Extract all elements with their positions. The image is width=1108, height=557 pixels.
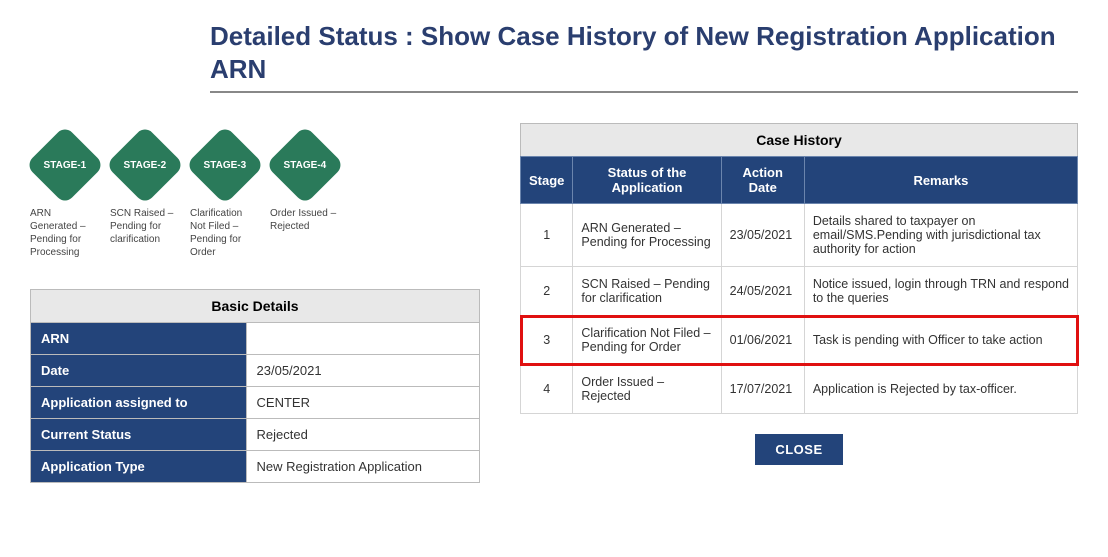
title-divider (210, 91, 1078, 93)
table-row: Application assigned to CENTER (31, 387, 480, 419)
basic-label-status: Current Status (31, 419, 247, 451)
content-wrapper: STAGE-1 ARN Generated – Pending for Proc… (30, 123, 1078, 483)
cell-date: 24/05/2021 (721, 267, 804, 316)
table-row: 4 Order Issued – Rejected 17/07/2021 App… (521, 365, 1078, 414)
cell-stage: 1 (521, 204, 573, 267)
col-status: Status of the Application (573, 157, 721, 204)
cell-status: ARN Generated – Pending for Processing (573, 204, 721, 267)
basic-value-status: Rejected (246, 419, 479, 451)
case-history-table: Case History Stage Status of the Applica… (520, 123, 1078, 414)
basic-value-arn (246, 323, 479, 355)
cell-status: Clarification Not Filed – Pending for Or… (573, 316, 721, 365)
stage-badge-4: STAGE-4 (265, 125, 344, 204)
cell-stage: 4 (521, 365, 573, 414)
stage-item-2: STAGE-2 SCN Raised – Pending for clarifi… (105, 123, 185, 259)
table-row: Current Status Rejected (31, 419, 480, 451)
case-history-caption: Case History (520, 123, 1078, 156)
basic-value-assigned: CENTER (246, 387, 479, 419)
basic-label-assigned: Application assigned to (31, 387, 247, 419)
stage-badge-2: STAGE-2 (105, 125, 184, 204)
stage-item-4: STAGE-4 Order Issued – Rejected (265, 123, 345, 259)
stage-item-3: STAGE-3 Clarification Not Filed – Pendin… (185, 123, 265, 259)
page-title: Detailed Status : Show Case History of N… (210, 20, 1078, 85)
cell-date: 17/07/2021 (721, 365, 804, 414)
cell-date: 23/05/2021 (721, 204, 804, 267)
col-stage: Stage (521, 157, 573, 204)
cell-stage: 3 (521, 316, 573, 365)
stage-badge-4-label: STAGE-4 (284, 159, 327, 170)
table-row-highlighted: 3 Clarification Not Filed – Pending for … (521, 316, 1078, 365)
cell-remarks: Task is pending with Officer to take act… (804, 316, 1077, 365)
cell-remarks: Notice issued, login through TRN and res… (804, 267, 1077, 316)
table-row: ARN (31, 323, 480, 355)
table-row: Date 23/05/2021 (31, 355, 480, 387)
col-remarks: Remarks (804, 157, 1077, 204)
right-column: Case History Stage Status of the Applica… (520, 123, 1078, 465)
basic-value-date: 23/05/2021 (246, 355, 479, 387)
basic-label-date: Date (31, 355, 247, 387)
cell-date: 01/06/2021 (721, 316, 804, 365)
stage-badge-1-label: STAGE-1 (44, 159, 87, 170)
col-date: Action Date (721, 157, 804, 204)
basic-details-caption: Basic Details (30, 289, 480, 322)
stage-badge-3-label: STAGE-3 (204, 159, 247, 170)
stage-badge-2-label: STAGE-2 (124, 159, 167, 170)
table-row: Application Type New Registration Applic… (31, 451, 480, 483)
cell-remarks: Details shared to taxpayer on email/SMS.… (804, 204, 1077, 267)
stage-flow: STAGE-1 ARN Generated – Pending for Proc… (25, 123, 480, 259)
close-button[interactable]: CLOSE (755, 434, 842, 465)
stage-badge-1: STAGE-1 (25, 125, 104, 204)
cell-stage: 2 (521, 267, 573, 316)
stage-caption-1: ARN Generated – Pending for Processing (30, 207, 100, 259)
stage-caption-3: Clarification Not Filed – Pending for Or… (190, 207, 260, 259)
basic-label-apptype: Application Type (31, 451, 247, 483)
table-row: 2 SCN Raised – Pending for clarification… (521, 267, 1078, 316)
stage-caption-2: SCN Raised – Pending for clarification (110, 207, 180, 246)
table-row: 1 ARN Generated – Pending for Processing… (521, 204, 1078, 267)
cell-status: SCN Raised – Pending for clarification (573, 267, 721, 316)
stage-badge-3: STAGE-3 (185, 125, 264, 204)
cell-status: Order Issued – Rejected (573, 365, 721, 414)
left-column: STAGE-1 ARN Generated – Pending for Proc… (30, 123, 480, 483)
table-header-row: Stage Status of the Application Action D… (521, 157, 1078, 204)
stage-caption-4: Order Issued – Rejected (270, 207, 340, 233)
basic-details-table: Basic Details ARN Date 23/05/2021 Applic… (30, 289, 480, 483)
cell-remarks: Application is Rejected by tax-officer. (804, 365, 1077, 414)
basic-value-apptype: New Registration Application (246, 451, 479, 483)
basic-label-arn: ARN (31, 323, 247, 355)
stage-item-1: STAGE-1 ARN Generated – Pending for Proc… (25, 123, 105, 259)
